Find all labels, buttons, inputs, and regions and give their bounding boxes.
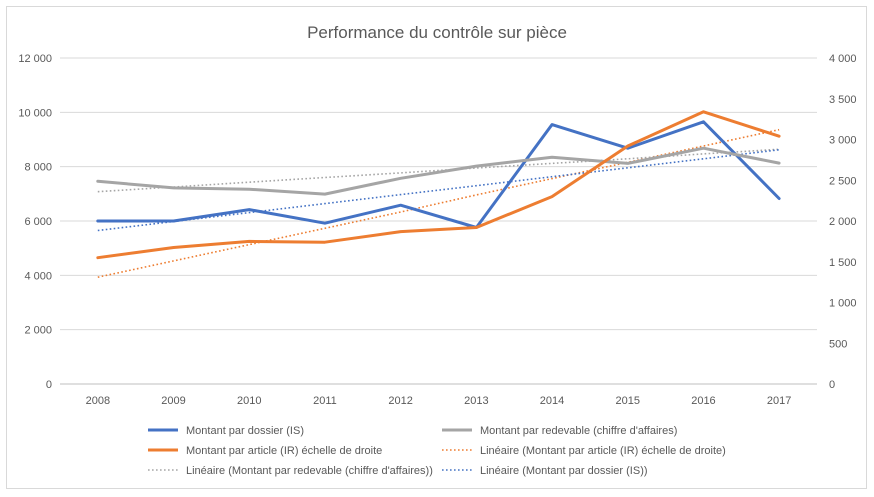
right-axis-ticks: 0 500 1 000 1 500 2 000 2 500 3 000 3 500 4 000	[829, 53, 857, 391]
series-line-1	[96, 120, 781, 229]
series-lines	[96, 110, 781, 278]
chart-title: Performance du contrôle sur pièce	[307, 23, 567, 42]
legend-label-3: Montant par article (IR) échelle de droi…	[186, 445, 382, 457]
legend-label-5: Linéaire (Montant par redevable (chiffre…	[186, 465, 433, 477]
left-axis-ticks: 0 2 000 4 000 6 000 8 000 10 000 12 000	[18, 53, 52, 391]
series-line-3	[96, 110, 781, 260]
y-tick-label: 2 000	[24, 325, 52, 337]
x-tick-label: 2017	[767, 395, 791, 407]
x-tick-label: 2015	[616, 395, 640, 407]
y2-tick-label: 1 000	[829, 298, 857, 310]
x-axis-ticks: 2008 2009 2010 2011 2012 2013 2014 2015 2016 2017	[86, 395, 792, 407]
y-tick-label: 8 000	[24, 162, 52, 174]
legend-label-6: Linéaire (Montant par dossier (IS))	[480, 465, 648, 477]
x-tick-label: 2008	[86, 395, 110, 407]
series-line-4	[97, 128, 780, 278]
y2-tick-label: 2 000	[829, 216, 857, 228]
legend-label-2: Montant par redevable (chiffre d'affaire…	[480, 425, 677, 437]
y-tick-label: 10 000	[18, 107, 52, 119]
legend-label-4: Linéaire (Montant par article (IR) échel…	[480, 445, 726, 457]
x-tick-label: 2012	[388, 395, 412, 407]
legend: Montant par dossier (IS) Montant par rede…	[148, 425, 726, 477]
y2-tick-label: 3 500	[829, 94, 857, 106]
x-tick-label: 2016	[691, 395, 715, 407]
x-tick-label: 2013	[464, 395, 488, 407]
chart-frame	[6, 6, 867, 489]
x-tick-label: 2014	[540, 395, 564, 407]
series-line-2	[96, 146, 781, 196]
y2-tick-label: 4 000	[829, 53, 857, 65]
y2-tick-label: 0	[829, 379, 835, 391]
legend-label-1: Montant par dossier (IS)	[186, 425, 304, 437]
x-tick-label: 2011	[313, 395, 337, 407]
series-line-5	[97, 148, 780, 193]
y-tick-label: 0	[46, 379, 52, 391]
y2-tick-label: 3 000	[829, 135, 857, 147]
y2-tick-label: 500	[829, 338, 847, 350]
y-tick-label: 12 000	[18, 53, 52, 65]
y2-tick-label: 1 500	[829, 257, 857, 269]
y2-tick-label: 2 500	[829, 175, 857, 187]
y-tick-label: 4 000	[24, 270, 52, 282]
gridlines	[60, 57, 817, 385]
y-tick-label: 6 000	[24, 216, 52, 228]
x-tick-label: 2009	[161, 395, 185, 407]
x-tick-label: 2010	[237, 395, 261, 407]
